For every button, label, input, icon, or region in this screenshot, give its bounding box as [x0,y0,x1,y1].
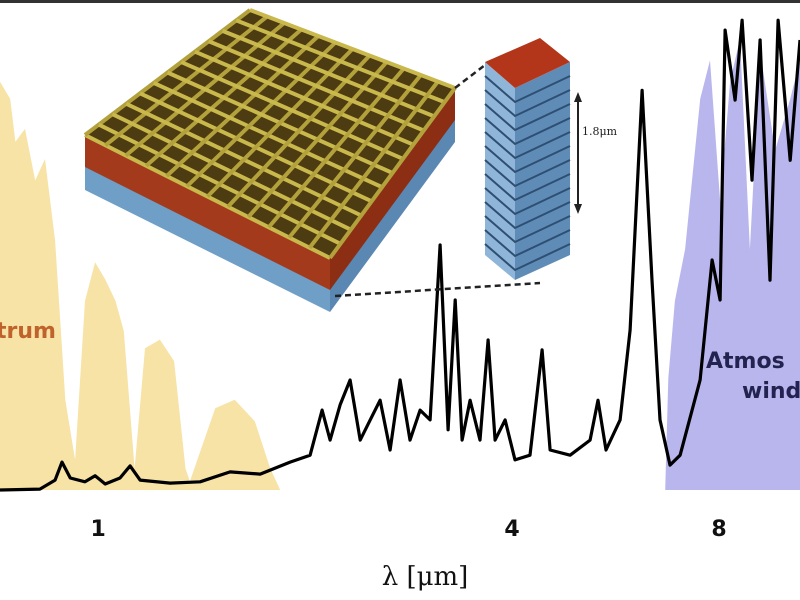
x-axis-label: λ [μm] [382,562,469,592]
stripe [484,117,571,146]
area [0,81,281,490]
slab-face [85,135,330,290]
arrow-head [574,92,582,102]
pillar-top [485,38,570,88]
annotation: wind [742,379,800,404]
grid-bar [235,18,446,105]
grid-bar [287,73,423,239]
x-tick-label: 1 [90,517,105,542]
annotation: Atmos [706,349,785,374]
stripe [484,75,571,104]
slab-grid [83,8,457,260]
slab-face [330,88,455,290]
stripe [484,243,571,272]
stripe [484,229,571,258]
stripe [484,159,571,188]
stripe [484,131,571,160]
grid-bar [249,8,456,90]
pillar-face [515,62,570,280]
stripe [484,145,571,174]
stripe [484,173,571,202]
grid-bar [308,80,440,249]
connector [454,64,486,89]
line [0,18,800,492]
x-tick-label: 8 [711,517,726,542]
arrow-head [574,204,582,214]
connector [334,281,541,298]
inset-illustration: 1.8μm [83,8,618,312]
stripe [484,103,571,132]
grid-bar [328,86,457,260]
stripe [484,201,571,230]
dimension-label: 1.8μm [582,125,618,138]
stripe [484,215,571,244]
top-border [0,0,800,3]
pillar-stripes [484,75,571,272]
plot-area [0,18,800,492]
x-tick-label: 4 [504,517,519,542]
pillar-face [485,62,515,280]
x-axis: 1 4 8 [90,517,726,542]
stripe [484,187,571,216]
stripe [484,89,571,118]
annotation: trum [0,319,56,344]
